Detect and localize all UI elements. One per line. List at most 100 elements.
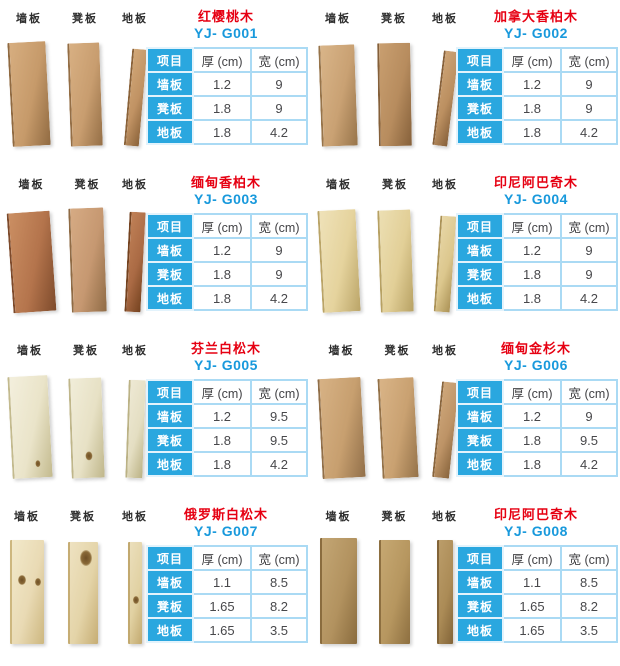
floor-board-group: 地板	[432, 508, 458, 644]
spec-row-wall-width: 9	[560, 403, 618, 429]
spec-row-bench-label: 凳板	[456, 95, 504, 121]
spec-header-width: 宽 (cm)	[560, 379, 618, 405]
floor-board-group: 地板	[122, 342, 148, 479]
bench-board-label: 凳板	[382, 179, 408, 191]
spec-row-floor-thickness: 1.8	[502, 451, 562, 477]
spec-header-width: 宽 (cm)	[250, 213, 308, 239]
spec-header-row: 项目 厚 (cm) 宽 (cm)	[146, 379, 308, 405]
floor-board-group: 地板	[122, 176, 148, 313]
spec-row-wall-width: 9	[560, 71, 618, 97]
wall-board-image	[10, 540, 44, 644]
product-card: 墙板 凳板 地板 芬兰白松木 YJ- G005 项目 厚 (cm)	[0, 334, 310, 500]
spec-row-wall: 墙板 1.1 8.5	[146, 569, 308, 595]
spec-row-wall-label: 墙板	[456, 237, 504, 263]
wood-knot	[80, 550, 93, 567]
bench-board-group: 凳板	[67, 10, 103, 147]
product-info: 加拿大香柏木 YJ- G002 项目 厚 (cm) 宽 (cm) 墙板 1.2 …	[456, 8, 618, 145]
spec-row-bench-thickness: 1.8	[502, 95, 562, 121]
spec-row-floor: 地板 1.8 4.2	[146, 119, 308, 145]
bench-board-group: 凳板	[376, 10, 412, 147]
spec-row-floor-thickness: 1.8	[192, 451, 252, 477]
product-name: 缅甸香柏木	[190, 175, 261, 190]
product-info: 缅甸金杉木 YJ- G006 项目 厚 (cm) 宽 (cm) 墙板 1.2 9	[456, 340, 618, 477]
spec-row-floor-label: 地板	[146, 617, 194, 643]
bench-board-label: 凳板	[74, 179, 101, 191]
spec-row-floor-thickness: 1.8	[192, 119, 252, 145]
board-photos: 墙板 凳板 地板	[318, 10, 459, 147]
floor-board-image	[128, 542, 142, 644]
spec-table: 项目 厚 (cm) 宽 (cm) 墙板 1.1 8.5 凳板 1.65 8.2	[146, 545, 308, 643]
product-info: 印尼阿巴奇木 YJ- G008 项目 厚 (cm) 宽 (cm) 墙板 1.1 …	[456, 506, 618, 643]
product-model: YJ- G004	[504, 191, 568, 207]
spec-row-bench: 凳板 1.65 8.2	[456, 593, 618, 619]
product-model: YJ- G008	[504, 523, 568, 539]
spec-header-thickness: 厚 (cm)	[192, 47, 252, 73]
spec-row-floor-label: 地板	[456, 285, 504, 311]
spec-header-item: 项目	[146, 47, 194, 73]
spec-table: 项目 厚 (cm) 宽 (cm) 墙板 1.2 9 凳板 1.8 9	[146, 213, 308, 311]
bench-board-image	[376, 42, 412, 147]
spec-row-bench: 凳板 1.8 9	[456, 95, 618, 121]
wall-board-label: 墙板	[18, 179, 45, 191]
wall-board-label: 墙板	[326, 179, 352, 191]
bench-board-group: 凳板	[67, 342, 105, 479]
spec-row-floor-width: 3.5	[560, 617, 618, 643]
wall-board-label: 墙板	[325, 511, 352, 523]
spec-row-floor-thickness: 1.65	[192, 617, 252, 643]
spec-row-wall-width: 9	[250, 71, 308, 97]
spec-row-floor: 地板 1.8 4.2	[456, 451, 618, 477]
spec-row-floor: 地板 1.65 3.5	[456, 617, 618, 643]
floor-board-label: 地板	[122, 511, 148, 523]
spec-header-thickness: 厚 (cm)	[192, 213, 252, 239]
spec-row-wall-width: 9.5	[250, 403, 308, 429]
wall-board-label: 墙板	[14, 511, 40, 523]
product-card: 墙板 凳板 地板 印尼阿巴奇木 YJ- G004 项目 厚 (cm)	[310, 168, 620, 334]
bench-board-image	[376, 377, 419, 479]
spec-row-bench-label: 凳板	[456, 427, 504, 453]
spec-row-floor-thickness: 1.8	[192, 285, 252, 311]
spec-row-bench: 凳板 1.8 9.5	[456, 427, 618, 453]
bench-board-image	[379, 540, 410, 644]
spec-row-wall-thickness: 1.2	[502, 237, 562, 263]
spec-row-floor-width: 4.2	[250, 285, 308, 311]
spec-header-width: 宽 (cm)	[250, 379, 308, 405]
spec-row-bench: 凳板 1.8 9.5	[146, 427, 308, 453]
wall-board-group: 墙板	[318, 10, 358, 147]
spec-header-item: 项目	[456, 545, 504, 571]
bench-board-group: 凳板	[68, 176, 107, 313]
wall-board-group: 墙板	[317, 176, 361, 313]
spec-row-bench-width: 8.2	[560, 593, 618, 619]
product-model: YJ- G006	[504, 357, 568, 373]
product-card: 墙板 凳板 地板 缅甸香柏木 YJ- G003 项目 厚 (cm)	[0, 168, 310, 334]
floor-board-image	[433, 215, 457, 313]
wood-knot	[84, 451, 92, 461]
spec-row-wall: 墙板 1.2 9	[456, 403, 618, 429]
bench-board-group: 凳板	[68, 508, 98, 644]
spec-row-floor: 地板 1.8 4.2	[146, 451, 308, 477]
floor-board-group: 地板	[122, 508, 148, 644]
spec-row-floor-label: 地板	[456, 119, 504, 145]
spec-row-bench-label: 凳板	[146, 427, 194, 453]
wall-board-label: 墙板	[17, 345, 43, 357]
board-photos: 墙板 凳板 地板	[320, 508, 458, 644]
spec-row-bench-width: 9.5	[250, 427, 308, 453]
floor-board-image	[431, 381, 459, 479]
spec-header-item: 项目	[146, 379, 194, 405]
spec-row-floor: 地板 1.65 3.5	[146, 617, 308, 643]
spec-header-row: 项目 厚 (cm) 宽 (cm)	[456, 47, 618, 73]
spec-row-wall-thickness: 1.2	[502, 403, 562, 429]
spec-header-width: 宽 (cm)	[560, 545, 618, 571]
spec-row-wall-width: 8.5	[560, 569, 618, 595]
spec-row-bench-width: 8.2	[250, 593, 308, 619]
spec-row-wall-thickness: 1.1	[192, 569, 252, 595]
spec-row-floor-width: 4.2	[560, 285, 618, 311]
spec-header-width: 宽 (cm)	[250, 545, 308, 571]
spec-row-bench-width: 9.5	[560, 427, 618, 453]
bench-board-group: 凳板	[376, 176, 414, 313]
spec-row-floor-label: 地板	[456, 617, 504, 643]
spec-row-bench-thickness: 1.8	[192, 427, 252, 453]
bench-board-group: 凳板	[379, 508, 410, 644]
spec-row-wall-thickness: 1.2	[502, 71, 562, 97]
product-info: 俄罗斯白松木 YJ- G007 项目 厚 (cm) 宽 (cm) 墙板 1.1 …	[146, 506, 308, 643]
spec-row-bench-label: 凳板	[146, 95, 194, 121]
